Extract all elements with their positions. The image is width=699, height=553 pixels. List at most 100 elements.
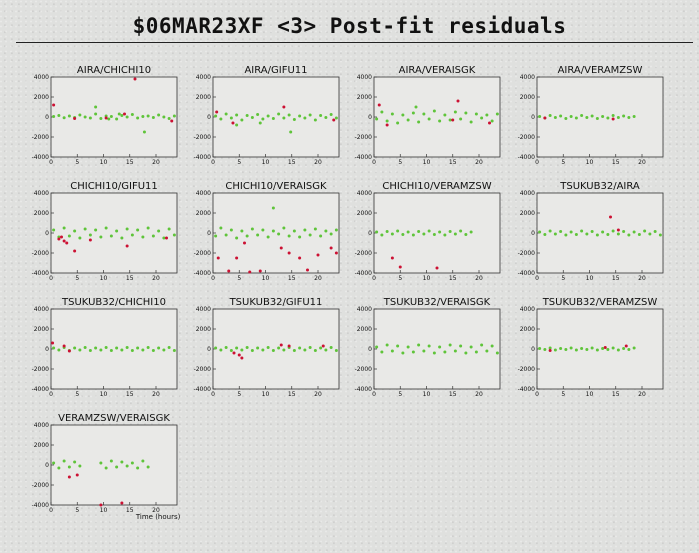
green-point [214, 114, 218, 118]
green-point [627, 233, 631, 237]
y-tick-label: 2000 [357, 326, 372, 333]
y-tick-label: -2000 [194, 366, 212, 373]
green-point [469, 230, 473, 234]
green-point [616, 348, 620, 352]
green-point [553, 116, 557, 119]
red-point [67, 475, 71, 479]
y-tick-label: -2000 [194, 134, 212, 141]
green-point [422, 112, 426, 116]
y-tick-label: 0 [207, 230, 211, 237]
green-point [115, 229, 119, 233]
panel-title: AIRA/VERAMZSW [558, 65, 643, 76]
green-point [245, 114, 249, 117]
x-tick-label: 20 [152, 159, 160, 166]
green-point [298, 235, 302, 239]
x-tick-label: 0 [372, 159, 376, 166]
green-point [422, 232, 426, 236]
x-tick-label: 20 [152, 391, 160, 398]
green-point [469, 120, 473, 124]
y-tick-label: 0 [45, 114, 49, 121]
y-tick-label: -4000 [194, 386, 212, 393]
green-point [130, 233, 134, 237]
red-point [334, 251, 338, 255]
green-point [151, 349, 155, 352]
x-tick-label: 5 [237, 275, 241, 282]
green-point [324, 116, 328, 119]
green-point [130, 349, 134, 352]
red-point [232, 351, 236, 355]
green-point [136, 346, 140, 350]
green-point [256, 233, 260, 237]
green-point [627, 348, 631, 351]
y-tick-label: 4000 [357, 306, 372, 313]
x-tick-label: 20 [314, 159, 322, 166]
green-point [427, 229, 431, 233]
green-point [401, 113, 405, 117]
red-point [237, 353, 241, 357]
green-point [380, 110, 384, 114]
green-point [120, 114, 124, 117]
green-point [538, 347, 542, 350]
green-point [574, 348, 578, 352]
green-point [406, 118, 410, 122]
red-point [215, 110, 219, 114]
green-point [637, 233, 641, 236]
green-point [130, 113, 134, 116]
plot-area [212, 308, 340, 390]
green-point [167, 117, 171, 120]
green-point [601, 347, 605, 350]
green-point [313, 118, 317, 122]
red-point [287, 344, 291, 348]
red-point [123, 112, 126, 116]
green-point [313, 227, 317, 231]
green-point [151, 234, 155, 238]
panel-title: CHICHI10/VERAISGK [225, 181, 327, 192]
green-point [632, 230, 636, 234]
x-tick-label: 20 [638, 391, 646, 398]
green-point [104, 226, 108, 230]
red-point [488, 121, 491, 125]
y-tick-label: 4000 [196, 190, 211, 197]
green-point [109, 349, 113, 352]
green-point [219, 348, 223, 352]
x-tick-label: 15 [449, 159, 457, 166]
green-point [569, 115, 573, 118]
red-point [611, 117, 615, 121]
green-point [99, 117, 103, 120]
green-point [319, 234, 323, 238]
panel-title: TSUKUB32/CHICHI10 [61, 297, 166, 308]
red-point [125, 244, 129, 248]
green-point [653, 230, 657, 233]
x-tick-label: 20 [475, 275, 483, 282]
y-tick-label: -2000 [355, 366, 373, 373]
red-point [298, 256, 302, 260]
green-point [443, 233, 447, 237]
y-tick-label: -4000 [355, 154, 373, 161]
green-point [298, 346, 302, 350]
red-point [73, 249, 77, 253]
green-point [417, 120, 421, 124]
red-point [104, 116, 108, 120]
green-point [62, 226, 66, 230]
x-tick-label: 15 [288, 275, 296, 282]
green-point [78, 113, 82, 117]
red-point [624, 344, 628, 348]
y-tick-label: 2000 [520, 94, 535, 101]
green-point [142, 130, 146, 134]
x-tick-label: 15 [288, 391, 296, 398]
green-point [453, 110, 457, 114]
green-point [464, 111, 468, 115]
y-tick-label: 4000 [34, 306, 49, 313]
green-point [574, 116, 578, 120]
red-point [258, 269, 262, 273]
green-point [319, 346, 323, 350]
plot-area [536, 308, 664, 390]
x-tick-label: 0 [211, 391, 215, 398]
y-tick-label: 2000 [34, 94, 49, 101]
green-point [125, 346, 129, 349]
green-point [590, 230, 594, 233]
y-tick-label: 0 [45, 230, 49, 237]
